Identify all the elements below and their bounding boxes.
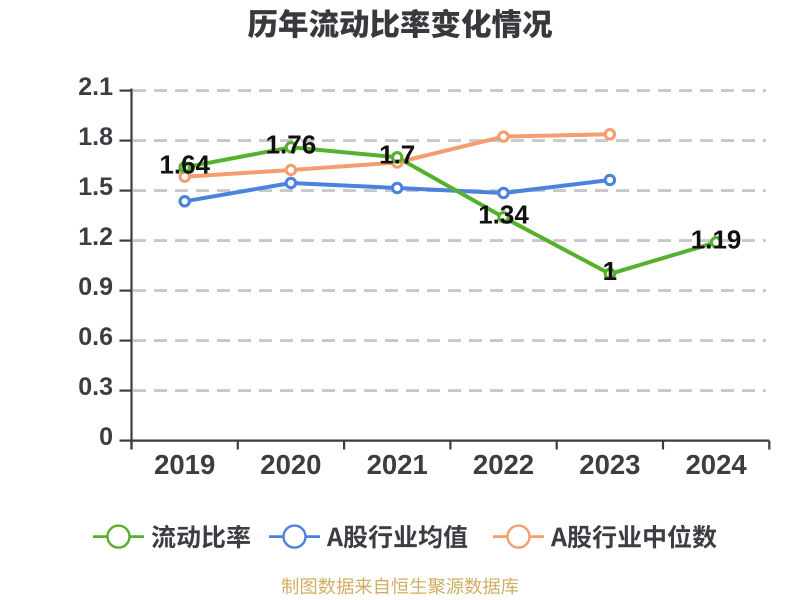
svg-text:1.8: 1.8 xyxy=(78,123,113,151)
svg-text:2021: 2021 xyxy=(367,449,428,480)
svg-text:1.76: 1.76 xyxy=(266,129,317,159)
svg-text:0.9: 0.9 xyxy=(78,273,113,301)
svg-text:2.1: 2.1 xyxy=(78,73,113,101)
svg-text:1.5: 1.5 xyxy=(78,173,113,201)
svg-text:1.34: 1.34 xyxy=(478,199,529,229)
svg-text:2024: 2024 xyxy=(686,449,748,480)
svg-text:2020: 2020 xyxy=(260,449,321,480)
svg-text:1.19: 1.19 xyxy=(691,224,742,254)
svg-text:1.7: 1.7 xyxy=(379,139,415,169)
svg-text:0.6: 0.6 xyxy=(78,323,113,351)
svg-text:1.2: 1.2 xyxy=(78,223,113,251)
svg-text:0.3: 0.3 xyxy=(78,373,113,401)
svg-text:1.64: 1.64 xyxy=(159,149,210,179)
svg-text:2019: 2019 xyxy=(154,449,215,480)
svg-text:2022: 2022 xyxy=(473,449,534,480)
svg-text:1: 1 xyxy=(603,256,617,286)
svg-text:2023: 2023 xyxy=(579,449,640,480)
svg-text:0: 0 xyxy=(99,423,113,451)
